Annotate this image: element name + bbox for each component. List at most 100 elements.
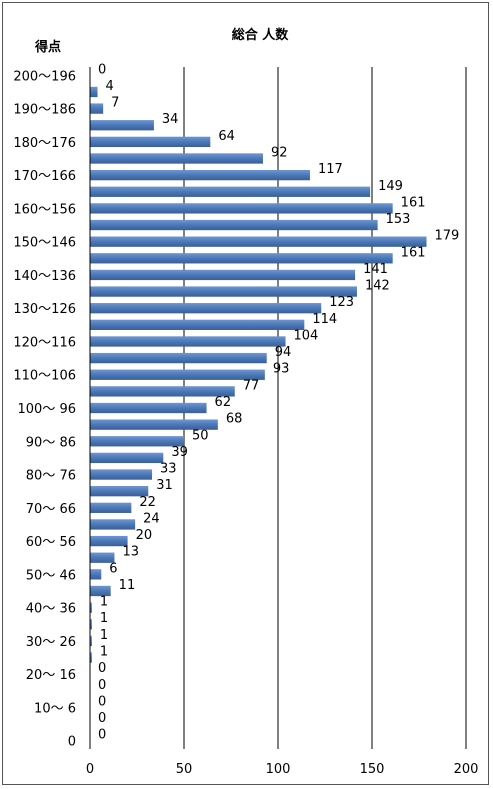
data-label: 33 <box>160 462 177 477</box>
data-label: 0 <box>98 661 106 676</box>
data-label: 31 <box>156 478 173 493</box>
category-label: 30〜 26 <box>26 635 76 650</box>
bar <box>90 186 371 197</box>
bar <box>90 402 207 414</box>
data-label: 22 <box>139 495 156 510</box>
bar <box>90 203 393 214</box>
data-label: 104 <box>294 328 319 343</box>
category-label: 60〜 56 <box>26 535 76 550</box>
x-tick-labels: 0 50 100 150 200 <box>86 762 479 777</box>
data-label: 117 <box>318 162 343 177</box>
data-label: 123 <box>329 295 354 310</box>
data-label: 0 <box>98 678 106 693</box>
category-label: 0 <box>68 735 76 750</box>
data-label: 64 <box>218 129 235 144</box>
x-tick-label: 0 <box>86 762 94 777</box>
bar <box>90 136 211 148</box>
bar <box>90 236 427 247</box>
category-label: 160〜156 <box>13 202 76 217</box>
data-label: 7 <box>111 96 119 111</box>
chart-title: 総合 人数 <box>232 27 290 43</box>
category-label: 120〜116 <box>13 335 76 350</box>
category-label: 130〜126 <box>13 302 76 317</box>
data-label: 161 <box>401 245 426 260</box>
category-label: 80〜 76 <box>26 469 76 484</box>
data-label: 141 <box>363 262 388 277</box>
data-label: 6 <box>109 561 117 576</box>
bar <box>90 452 164 464</box>
bar <box>90 602 92 613</box>
bar <box>90 286 357 297</box>
bars <box>90 86 427 663</box>
x-tick-label: 200 <box>454 762 479 777</box>
data-label: 1 <box>100 595 108 610</box>
data-label: 1 <box>100 628 108 643</box>
bar <box>90 120 154 131</box>
data-label: 4 <box>106 79 114 94</box>
bar <box>90 369 265 380</box>
bar <box>90 552 115 563</box>
data-label: 93 <box>273 362 290 377</box>
data-label: 142 <box>365 279 390 294</box>
histogram-chart: 総合 人数 得点 0473464921171491611531791611411… <box>13 27 479 777</box>
data-label: 0 <box>98 711 106 726</box>
data-label: 0 <box>98 728 106 743</box>
bar <box>90 535 128 547</box>
data-label: 20 <box>136 528 153 543</box>
data-label: 13 <box>122 545 139 560</box>
category-label: 40〜 36 <box>26 602 76 617</box>
data-label: 94 <box>275 345 292 360</box>
category-label: 90〜 86 <box>26 435 76 450</box>
bar <box>90 502 132 513</box>
bar <box>90 585 111 597</box>
category-label: 70〜 66 <box>26 502 76 517</box>
category-label: 170〜166 <box>13 169 76 184</box>
data-label: 11 <box>119 578 136 593</box>
bar <box>90 169 310 181</box>
bar <box>90 652 92 663</box>
category-label: 190〜186 <box>13 103 76 118</box>
category-label: 20〜 16 <box>26 668 76 683</box>
data-label: 153 <box>386 212 411 227</box>
bar <box>90 386 235 397</box>
data-label: 161 <box>401 195 426 210</box>
data-label: 92 <box>271 145 288 160</box>
data-label: 62 <box>215 395 232 410</box>
category-labels: 200〜196 190〜186 180〜176 170〜166 160〜156 150〜1… <box>13 69 76 749</box>
data-label: 50 <box>192 428 209 443</box>
data-label: 0 <box>98 62 106 77</box>
bar <box>90 253 393 264</box>
y-axis-title: 得点 <box>34 39 61 55</box>
bar <box>90 336 286 347</box>
category-label: 200〜196 <box>13 69 76 84</box>
category-label: 10〜 6 <box>34 701 76 716</box>
x-tick-label: 100 <box>266 762 291 777</box>
bar <box>90 269 356 281</box>
bar <box>90 352 267 364</box>
bar <box>90 153 263 164</box>
data-label: 39 <box>171 445 188 460</box>
category-label: 180〜176 <box>13 136 76 151</box>
bar <box>90 469 153 480</box>
bar <box>90 419 218 430</box>
bar <box>90 569 102 580</box>
data-label: 1 <box>100 611 108 626</box>
data-label: 24 <box>143 511 160 526</box>
bar <box>90 486 149 497</box>
bar <box>90 103 104 114</box>
bar <box>90 519 136 530</box>
bar <box>90 86 98 98</box>
x-tick-label: 50 <box>176 762 193 777</box>
bar <box>90 635 92 647</box>
data-label: 179 <box>435 229 460 244</box>
category-label: 150〜146 <box>13 236 76 251</box>
bar <box>90 319 305 330</box>
category-label: 140〜136 <box>13 269 76 284</box>
data-label: 0 <box>98 694 106 709</box>
data-label: 1 <box>100 645 108 660</box>
category-label: 110〜106 <box>13 369 76 384</box>
bar <box>90 436 184 447</box>
data-label: 34 <box>162 112 179 127</box>
x-tick-label: 150 <box>360 762 385 777</box>
